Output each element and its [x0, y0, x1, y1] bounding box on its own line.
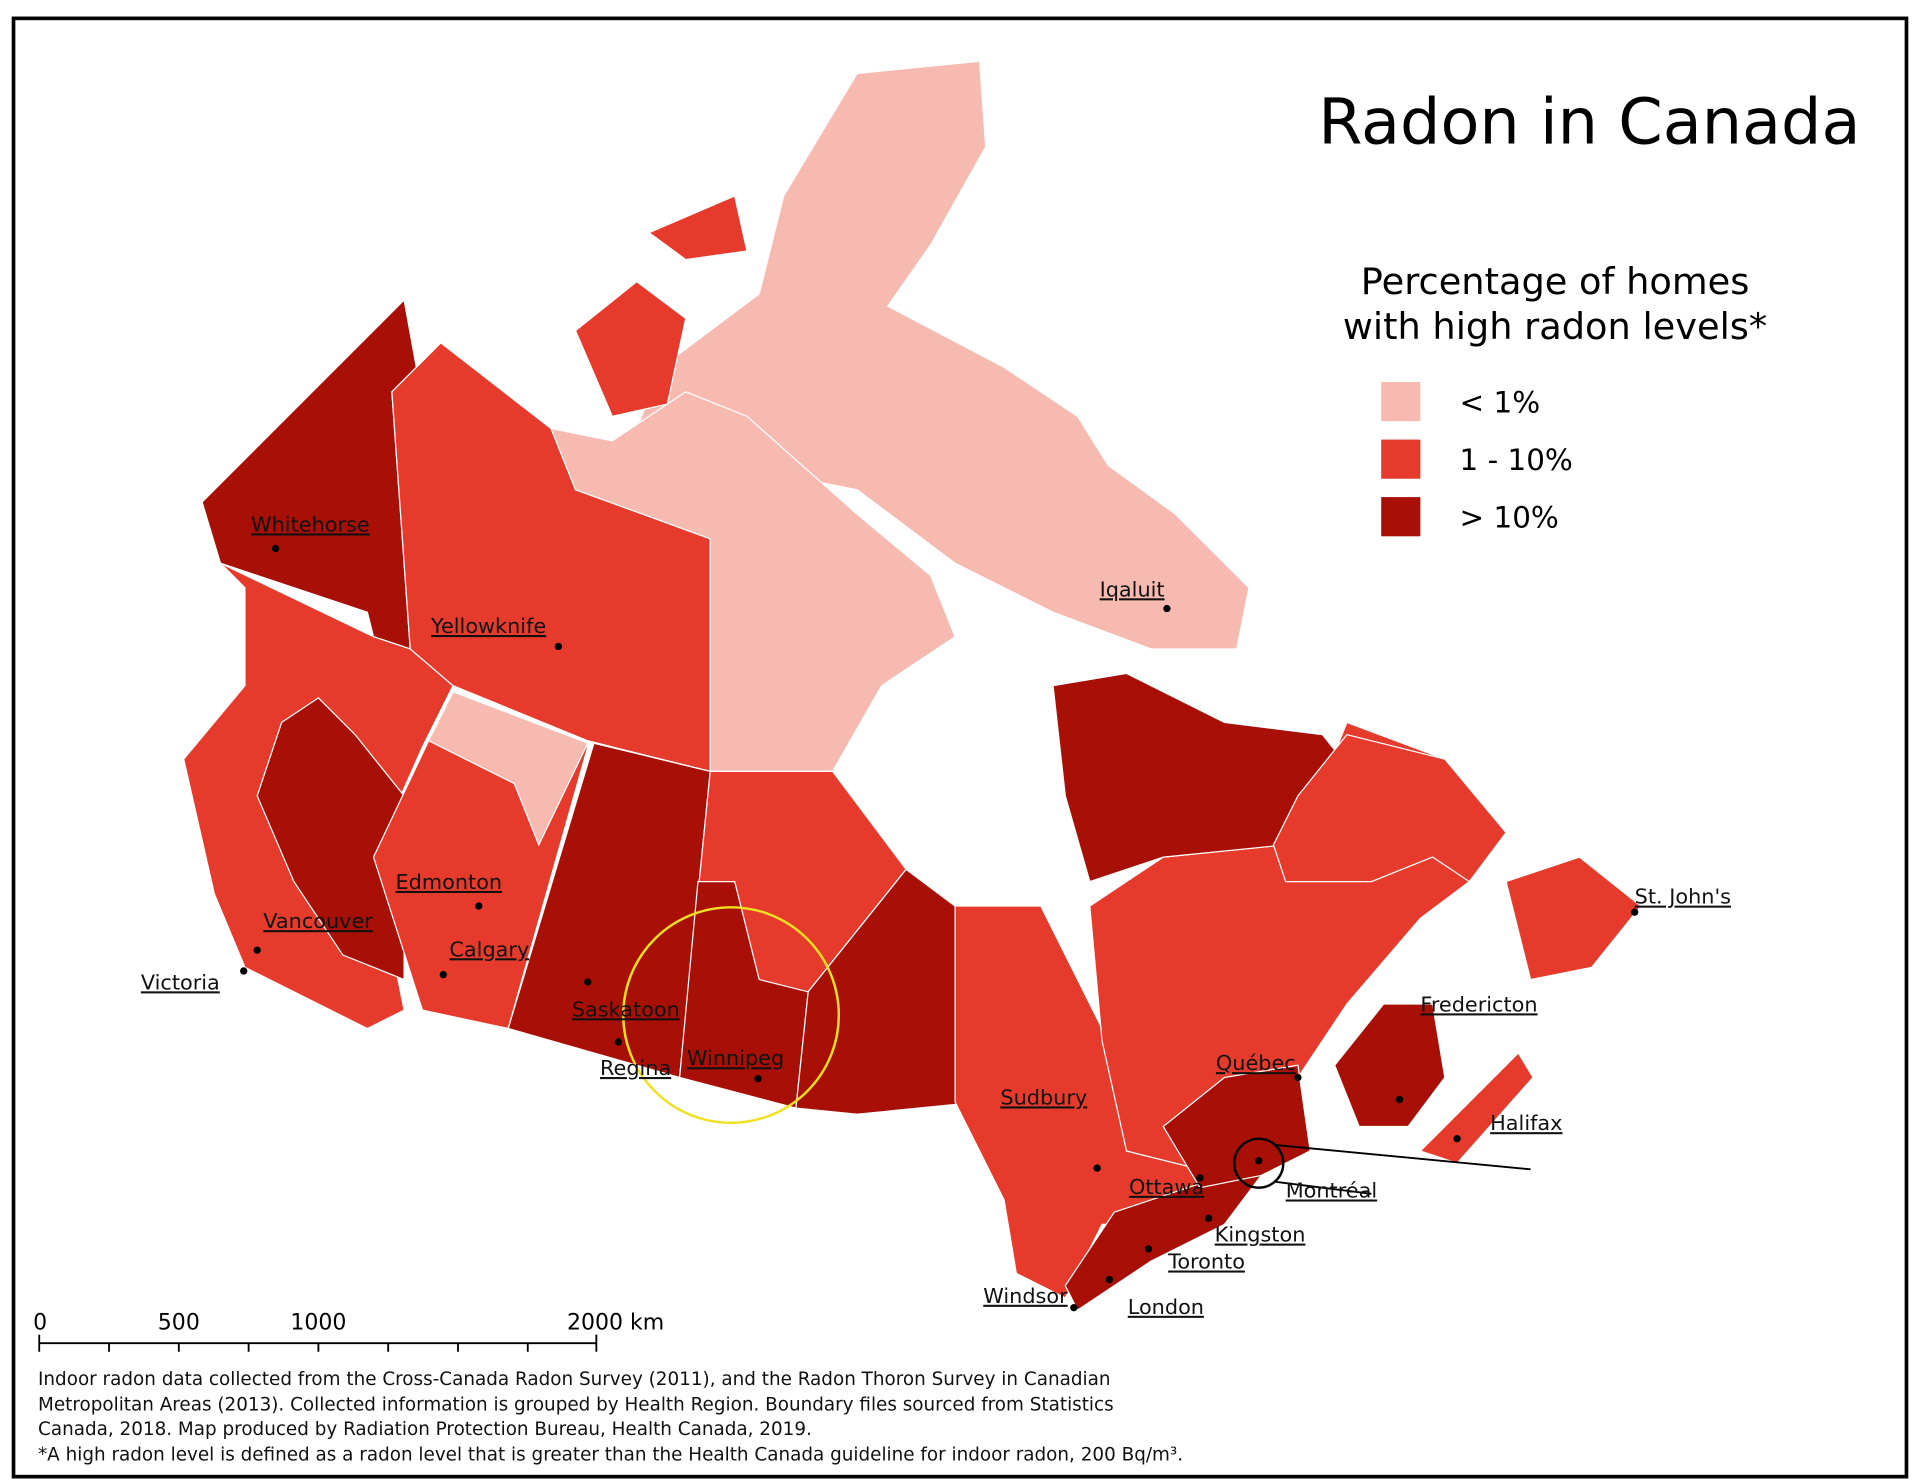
city-label: Kingston [1215, 1223, 1306, 1247]
city-dot [614, 1038, 623, 1046]
provinces [183, 60, 1642, 1312]
legend-swatch [1381, 439, 1421, 479]
footnote: *A high radon level is defined as a rado… [38, 1445, 1183, 1466]
city-label: Toronto [1167, 1250, 1245, 1274]
city-label: Winnipeg [687, 1046, 784, 1070]
legend-title: Percentage of homes [1361, 260, 1750, 303]
city-label: Iqaluit [1100, 577, 1165, 601]
scale-label: 2000 km [567, 1311, 664, 1336]
highlight-circle [622, 906, 841, 1125]
city-label: Yellowknife [430, 614, 546, 638]
city-label: Edmonton [396, 870, 503, 894]
city-label: Fredericton [1420, 992, 1537, 1016]
inset-circle [1233, 1137, 1285, 1189]
city-dot [240, 967, 248, 975]
city-dot [554, 642, 563, 651]
inset-lines [1273, 1143, 1531, 1195]
legend-swatch [1381, 382, 1421, 422]
legend-label: > 10% [1460, 501, 1559, 535]
city-label: London [1128, 1295, 1204, 1319]
city-label: Vancouver [263, 909, 373, 933]
scale-label: 500 [158, 1311, 200, 1336]
city-dot [1144, 1245, 1153, 1253]
city-dot [1294, 1073, 1302, 1082]
title: Radon in Canada [1318, 85, 1860, 159]
footnote: Metropolitan Areas (2013). Collected inf… [38, 1395, 1114, 1416]
city-dot [584, 978, 592, 986]
legend-label: < 1% [1460, 386, 1541, 420]
legend: < 1% 1 - 10% > 10% [1381, 382, 1573, 537]
city-label: Montréal [1286, 1178, 1377, 1202]
city-dot [1453, 1135, 1461, 1143]
city-dot [475, 902, 483, 910]
legend-swatch [1381, 497, 1421, 537]
scale-label: 0 [33, 1311, 47, 1336]
city-label: Sudbury [1000, 1085, 1087, 1109]
city-label: Halifax [1490, 1111, 1562, 1135]
scale-bar [38, 1334, 598, 1352]
city-dot [754, 1075, 762, 1083]
city-label: Québec [1216, 1051, 1296, 1075]
city-dot [1105, 1275, 1114, 1284]
cities: Whitehorse Yellowknife Iqaluit Edmonton Vanc… [141, 512, 1731, 1318]
city-label: Ottawa [1129, 1175, 1204, 1199]
city-dot [1093, 1164, 1101, 1172]
city-label: Saskatoon [572, 997, 680, 1021]
city-label: Windsor [983, 1284, 1068, 1308]
city-label: Whitehorse [251, 512, 370, 536]
city-dot [253, 946, 261, 954]
city-dot [1196, 1174, 1204, 1182]
footnote: Canada, 2018. Map produced by Radiation … [38, 1419, 812, 1440]
footnote: Indoor radon data collected from the Cro… [38, 1369, 1110, 1390]
city-label: St. John's [1635, 885, 1731, 909]
city-label: Victoria [141, 970, 220, 994]
city-dot [1255, 1157, 1263, 1165]
city-dot [439, 970, 447, 979]
city-dot [1070, 1304, 1078, 1312]
city-dot [1163, 604, 1171, 613]
city-dot [1630, 908, 1639, 916]
city-dot [1395, 1095, 1404, 1104]
city-dot [1204, 1214, 1213, 1222]
city-dot [271, 544, 280, 553]
scale-label: 1000 [290, 1311, 346, 1336]
legend-title: with high radon levels* [1343, 305, 1767, 348]
legend-label: 1 - 10% [1460, 443, 1573, 477]
city-label: Calgary [449, 937, 529, 961]
city-label: Regina [600, 1056, 671, 1080]
